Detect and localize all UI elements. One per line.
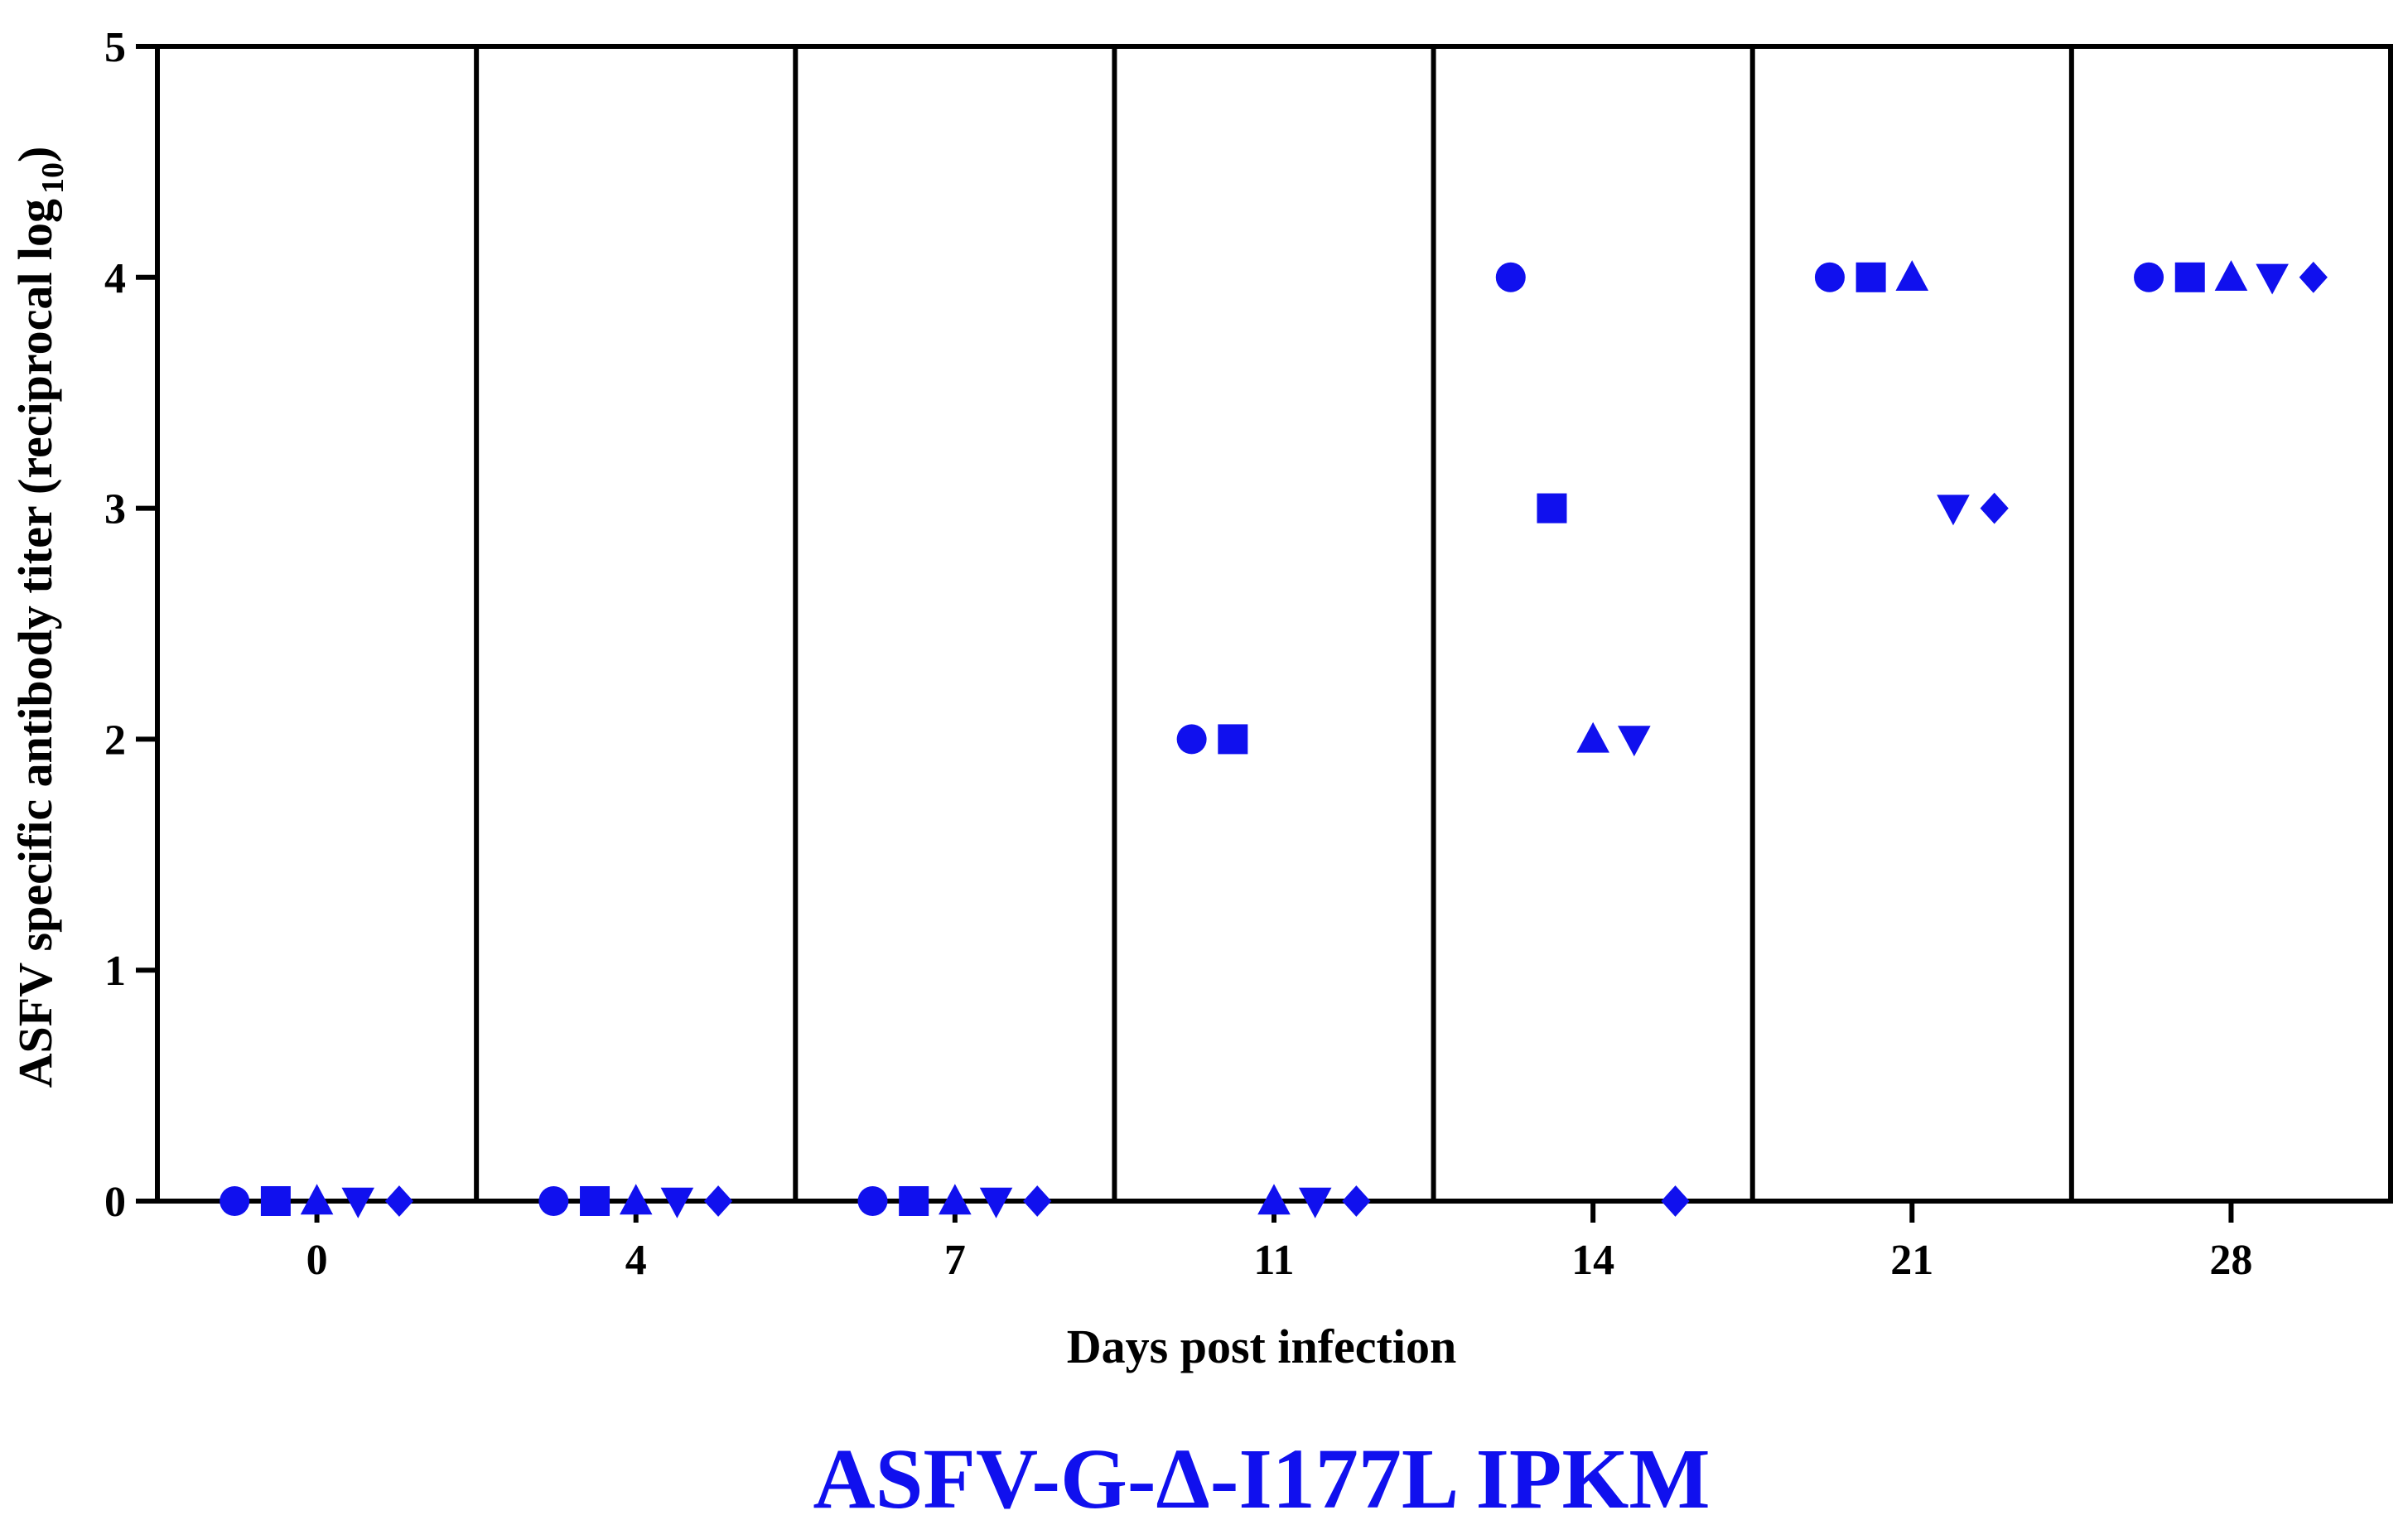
data-point-diamond (1023, 1185, 1052, 1217)
data-point-circle (538, 1186, 569, 1216)
data-point-circle (1814, 262, 1845, 292)
data-point-square (899, 1186, 929, 1216)
data-point-triangle-down (660, 1187, 694, 1218)
data-point-diamond (1342, 1185, 1371, 1217)
data-point-triangle-down (341, 1187, 375, 1218)
data-point-circle (857, 1186, 888, 1216)
data-point-triangle-up (2214, 260, 2248, 291)
y-tick-label: 5 (104, 24, 126, 71)
data-point-square (260, 1186, 291, 1216)
data-point-triangle-up (1576, 721, 1609, 753)
y-tick-label: 0 (104, 1179, 126, 1226)
data-point-diamond (703, 1185, 733, 1217)
data-point-diamond (1980, 492, 2009, 524)
data-point-circle (1495, 262, 1526, 292)
data-point-square (1537, 493, 1567, 524)
data-point-circle (2134, 262, 2164, 292)
data-point-square (1855, 262, 1886, 292)
data-point-triangle-up (1257, 1184, 1291, 1215)
data-point-diamond (1661, 1185, 1690, 1217)
data-point-triangle-up (939, 1184, 972, 1215)
x-tick-label: 21 (1890, 1237, 1933, 1284)
x-tick-label: 4 (625, 1237, 647, 1284)
x-axis-title: Days post infection (1067, 1320, 1456, 1373)
y-tick-label: 2 (104, 717, 126, 764)
x-tick-label: 14 (1571, 1237, 1614, 1284)
data-point-triangle-up (300, 1184, 334, 1215)
data-point-triangle-down (1618, 726, 1651, 757)
labels-group: 0 1 2 3 4 5 0 4 7 11 14 21 28 (104, 24, 2252, 1284)
data-point-square (1218, 724, 1248, 755)
data-point-triangle-down (2256, 263, 2289, 295)
data-point-square (580, 1186, 610, 1216)
x-tick-label: 11 (1253, 1237, 1294, 1284)
data-point-circle (220, 1186, 250, 1216)
x-tick-label: 7 (944, 1237, 966, 1284)
y-tick-label: 3 (104, 486, 126, 533)
data-point-diamond (384, 1185, 414, 1217)
chart-caption: ASFV-G-Δ-I177L IPKM (813, 1431, 1710, 1516)
data-point-square (2174, 262, 2205, 292)
x-tick-label: 28 (2209, 1237, 2252, 1284)
data-point-circle (1176, 724, 1207, 755)
y-axis-title: ASFV specific antibody titer (reciprocal… (8, 147, 70, 1088)
y-tick-label: 4 (104, 255, 126, 302)
data-point-triangle-down (979, 1187, 1013, 1218)
y-tick-label: 1 (104, 948, 126, 995)
points-group (220, 260, 2328, 1218)
data-point-triangle-down (1937, 495, 1970, 526)
data-point-triangle-down (1298, 1187, 1332, 1218)
data-point-diamond (2299, 261, 2328, 293)
x-tick-label: 0 (306, 1237, 328, 1284)
panel-group (155, 44, 2393, 1204)
data-point-triangle-up (619, 1184, 653, 1215)
data-point-triangle-up (1895, 260, 1929, 291)
plot-frame (155, 44, 2393, 1204)
axes-group (136, 44, 2234, 1223)
